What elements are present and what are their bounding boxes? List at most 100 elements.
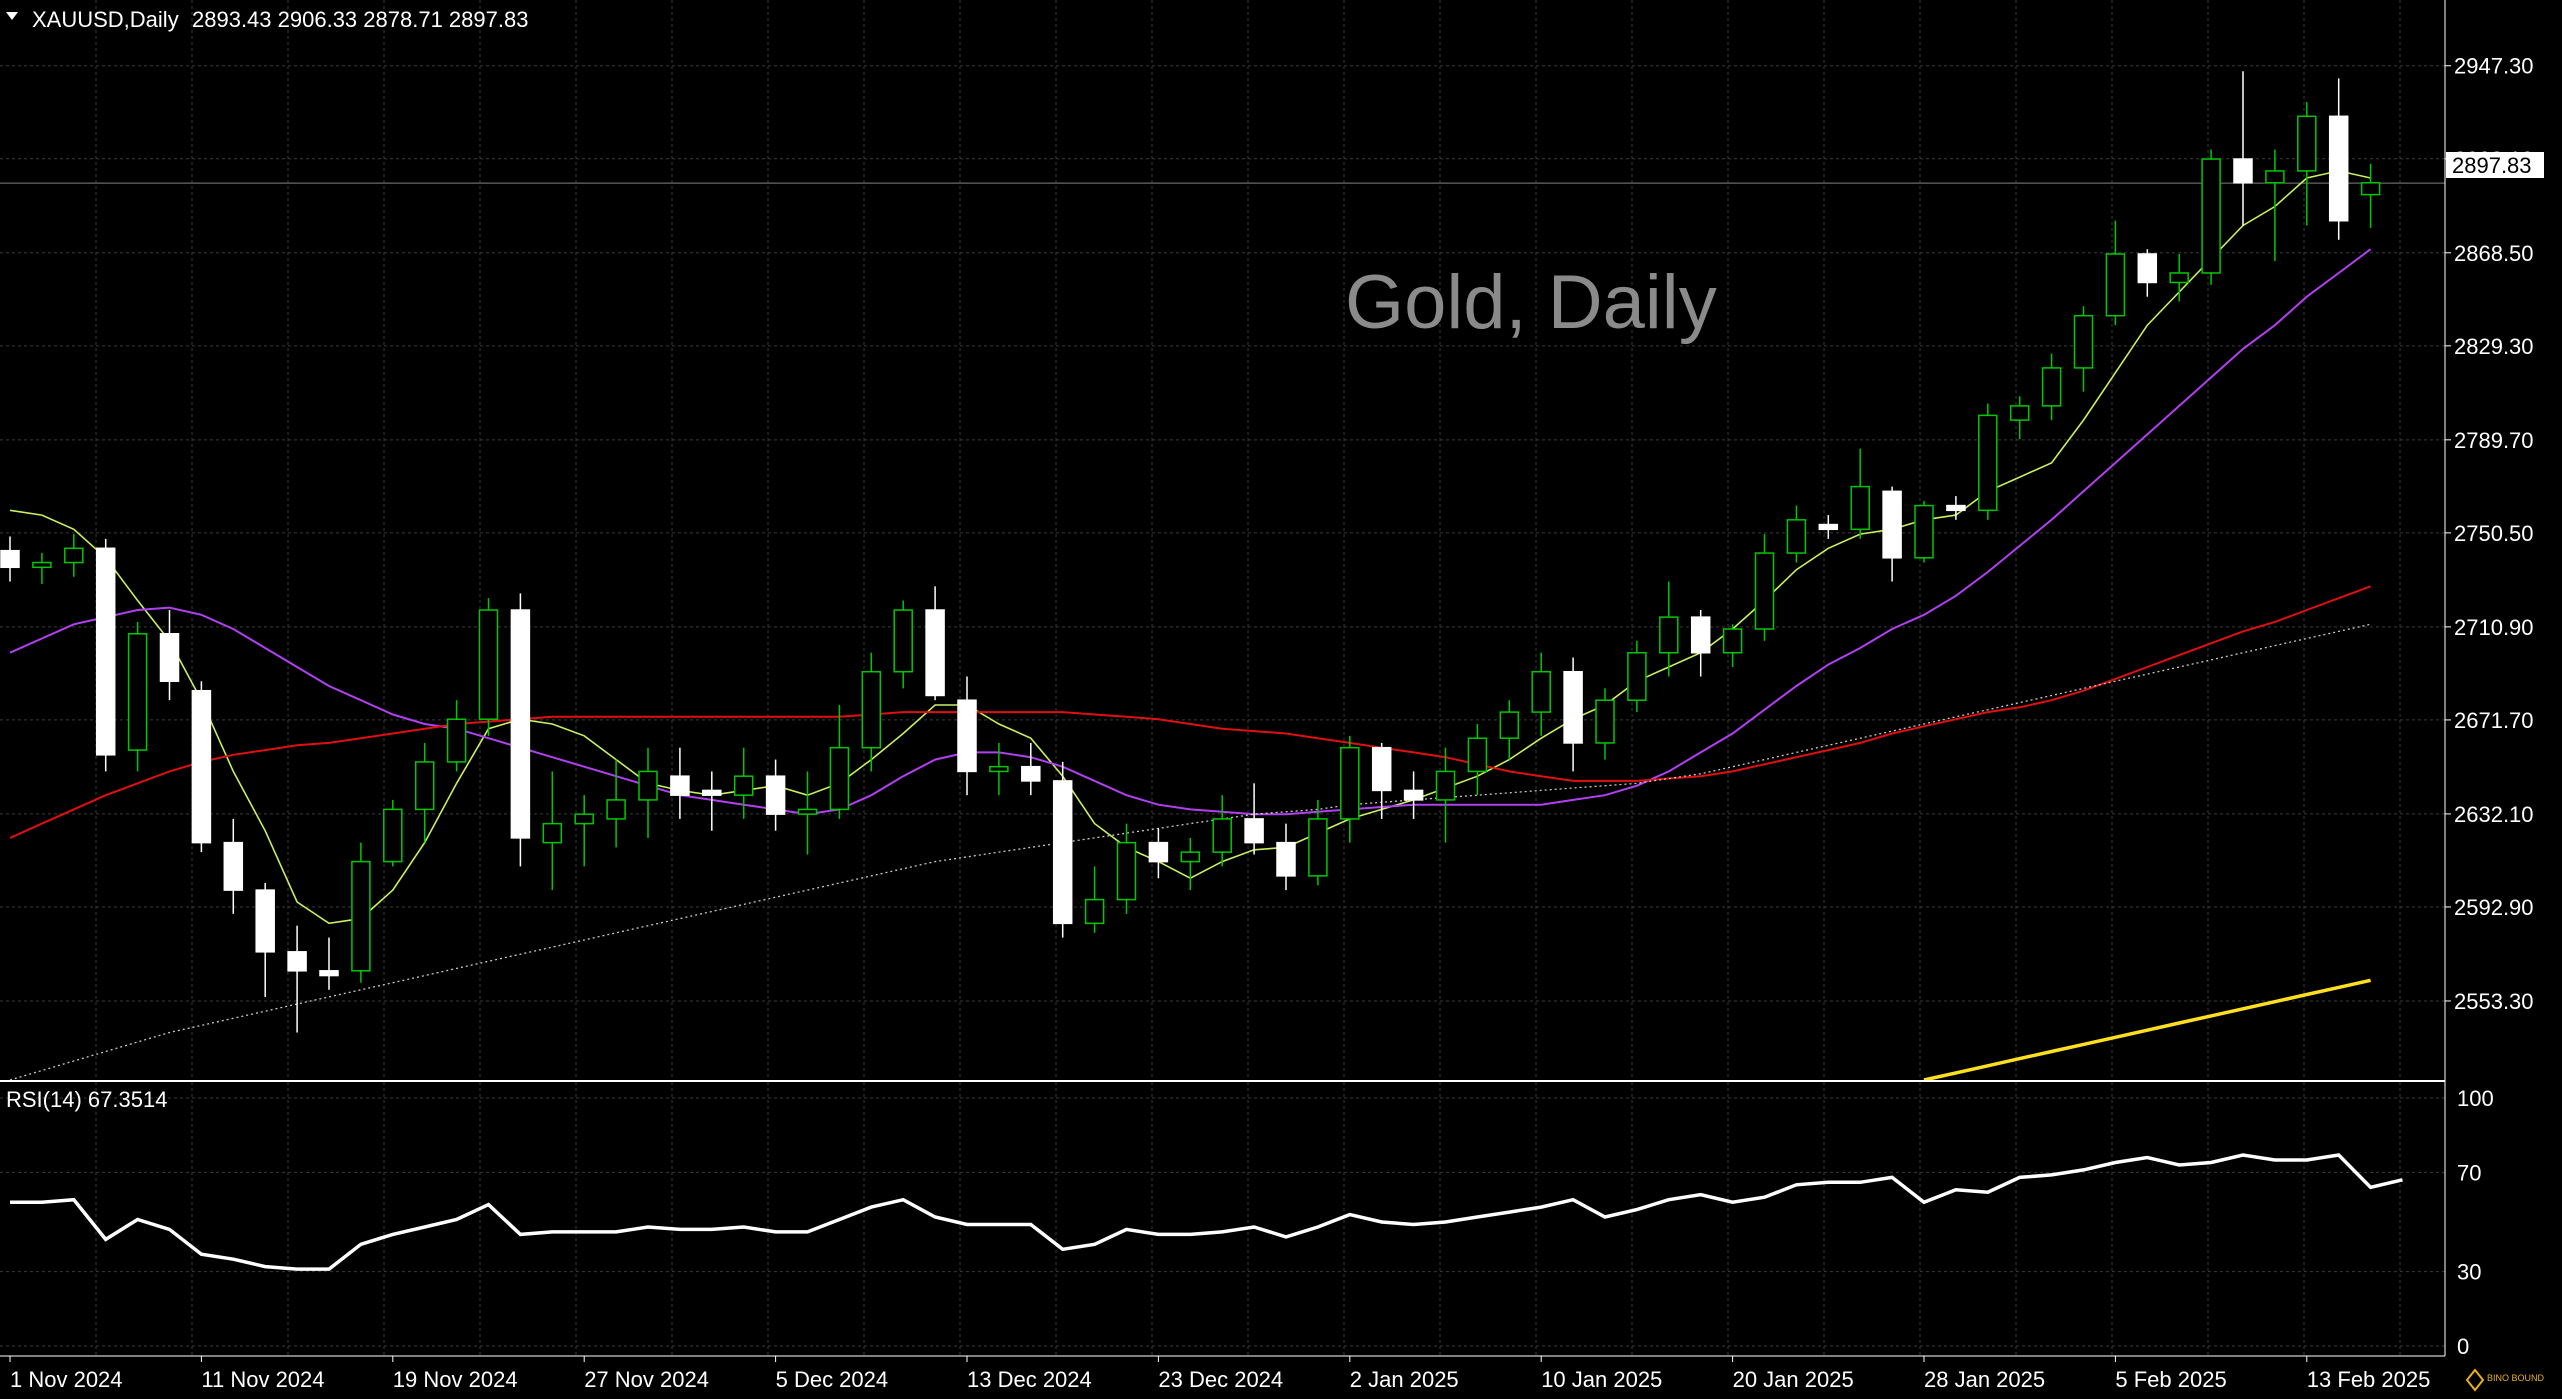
candle-bullish <box>1531 652 1551 736</box>
candle-bullish <box>542 771 563 891</box>
candle-bullish <box>2169 253 2189 302</box>
candle-bullish <box>989 742 1009 796</box>
candle-body <box>1818 523 1839 531</box>
candle-bearish <box>1882 486 1902 582</box>
candle-body <box>1531 670 1551 713</box>
time-tick-label: 19 Nov 2024 <box>393 1367 518 1392</box>
time-tick-label: 11 Nov 2024 <box>201 1367 324 1392</box>
candle-bearish <box>1403 771 1424 819</box>
price-tick-label: 2750.50 <box>2454 521 2534 546</box>
candle-body <box>957 699 977 773</box>
candle-bullish <box>64 534 84 577</box>
candle-body <box>1276 841 1296 877</box>
candle-body <box>1340 746 1360 820</box>
candle-bullish <box>1722 624 1743 667</box>
candle-body <box>383 808 403 863</box>
candle-bearish <box>765 759 786 831</box>
price-tick-label: 2553.30 <box>2454 989 2534 1014</box>
candle-body <box>2201 158 2221 274</box>
candle-body <box>287 951 307 972</box>
candle-body <box>1850 485 1870 531</box>
ohlc-readout: 2893.43 2906.33 2878.71 2897.83 <box>192 7 528 32</box>
candle-body <box>670 775 690 796</box>
candle-body <box>733 775 754 796</box>
time-tick-label: 5 Dec 2024 <box>776 1367 889 1392</box>
candle-body <box>989 765 1009 773</box>
candle-bullish <box>1978 403 1998 520</box>
candle-bullish <box>1595 688 1615 760</box>
candle-bullish <box>351 842 371 983</box>
symbol-label: XAUUSD,Daily <box>32 7 179 32</box>
candle-bullish <box>1308 799 1328 886</box>
candle-body <box>2009 405 2030 421</box>
candle-bearish <box>1021 742 1041 796</box>
logo-icon: BINO BOUND <box>2465 1368 2545 1392</box>
candle-body <box>127 633 148 751</box>
candle-body <box>893 609 913 673</box>
candle-bearish <box>95 538 116 772</box>
candle-body <box>2169 272 2189 284</box>
rsi-panel <box>10 1153 2403 1271</box>
candle-body <box>1403 789 1424 801</box>
candle-body <box>1084 898 1105 925</box>
candle-body <box>606 799 626 820</box>
rsi-tick-label: 0 <box>2457 1334 2469 1359</box>
candle-body <box>319 970 339 977</box>
price-tick-label: 2592.90 <box>2454 895 2534 920</box>
candle-bullish <box>383 799 403 867</box>
candle-body <box>510 609 531 839</box>
candle-bullish <box>127 621 148 772</box>
candle-body <box>1435 770 1456 801</box>
candle-bearish <box>1276 823 1296 891</box>
candle-bullish <box>1212 795 1232 867</box>
candle-body <box>1946 504 1966 512</box>
dropdown-triangle-icon[interactable] <box>6 12 18 20</box>
candle-bearish <box>0 536 20 582</box>
candle-bullish <box>2297 102 2317 226</box>
candle-bearish <box>1371 742 1392 819</box>
price-tick-label: 2947.30 <box>2454 54 2534 79</box>
candle-bearish <box>159 610 180 701</box>
time-tick-label: 28 Jan 2025 <box>1924 1367 2045 1392</box>
candle-body <box>1244 818 1264 844</box>
price-tick-label: 2710.90 <box>2454 615 2534 640</box>
candle-body <box>925 609 945 697</box>
candle-body <box>1052 780 1073 925</box>
candle-bullish <box>733 747 754 819</box>
time-tick-label: 5 Feb 2025 <box>2115 1367 2226 1392</box>
candles <box>0 71 2381 1033</box>
candle-bearish <box>1818 515 1839 539</box>
moving-average-medium <box>9 248 2372 816</box>
candle-body <box>861 670 882 749</box>
candle-bullish <box>861 652 882 772</box>
candle-bearish <box>1148 828 1169 879</box>
candle-bearish <box>957 676 977 796</box>
candle-body <box>1659 616 1679 654</box>
candle-bullish <box>574 795 594 867</box>
candle-body <box>1690 616 1711 654</box>
rsi-tick-label: 100 <box>2457 1086 2494 1111</box>
rsi-line <box>10 1153 2403 1271</box>
candle-body <box>2041 367 2062 407</box>
candle-body <box>478 609 499 720</box>
candle-bearish <box>702 771 722 831</box>
candle-body <box>64 547 84 564</box>
candle-body <box>414 761 435 811</box>
candle-body <box>0 549 20 569</box>
candle-body <box>1180 851 1201 863</box>
candle-body <box>1914 504 1934 559</box>
candle-bullish <box>893 600 913 689</box>
candle-bearish <box>223 818 244 914</box>
candle-bearish <box>1052 761 1073 938</box>
candle-body <box>797 808 818 815</box>
price-tick-label: 2671.70 <box>2454 708 2534 733</box>
candle-body <box>542 822 563 844</box>
candle-bullish <box>2360 163 2381 228</box>
candle-bullish <box>1180 837 1201 891</box>
candle-body <box>1308 818 1328 877</box>
candle-body <box>1786 519 1807 554</box>
price-tick-label: 2632.10 <box>2454 802 2534 827</box>
